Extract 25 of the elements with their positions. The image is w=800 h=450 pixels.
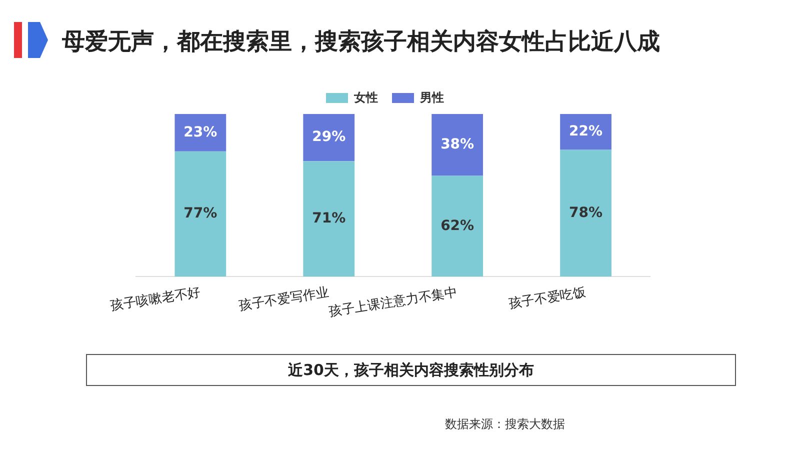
legend-label: 女性 (353, 90, 378, 104)
data-label: 38% (440, 136, 474, 153)
data-label: 77% (184, 206, 218, 222)
bar (560, 150, 612, 277)
data-label: 22% (569, 124, 603, 140)
bar (303, 161, 355, 277)
legend-label: 男性 (419, 90, 444, 104)
chart-title: 母爱无声，都在搜索里，搜索孩子相关内容女性占比近八成 (62, 28, 660, 57)
source-note: 数据来源：搜索大数据 (445, 416, 565, 433)
bar (560, 114, 612, 150)
data-label: 71% (312, 210, 346, 226)
data-label: 78% (569, 204, 603, 221)
x-tick-label: 孩子上课注意力不集中 (328, 284, 458, 319)
text: 近30天，孩子相关内容搜索性别分布 (86, 354, 736, 386)
data-label: 62% (440, 218, 474, 234)
x-tick-label: 孩子不爱写作业 (238, 284, 330, 313)
bar (432, 176, 484, 277)
data-label: 23% (184, 124, 218, 140)
bar (303, 114, 355, 162)
bar (432, 114, 484, 176)
x-tick-label: 孩子不爱吃饭 (507, 284, 587, 311)
data-label: 29% (312, 129, 346, 146)
bar (174, 151, 226, 277)
x-tick-label: 孩子咳嗽老不好 (109, 284, 202, 313)
bar (174, 114, 226, 152)
